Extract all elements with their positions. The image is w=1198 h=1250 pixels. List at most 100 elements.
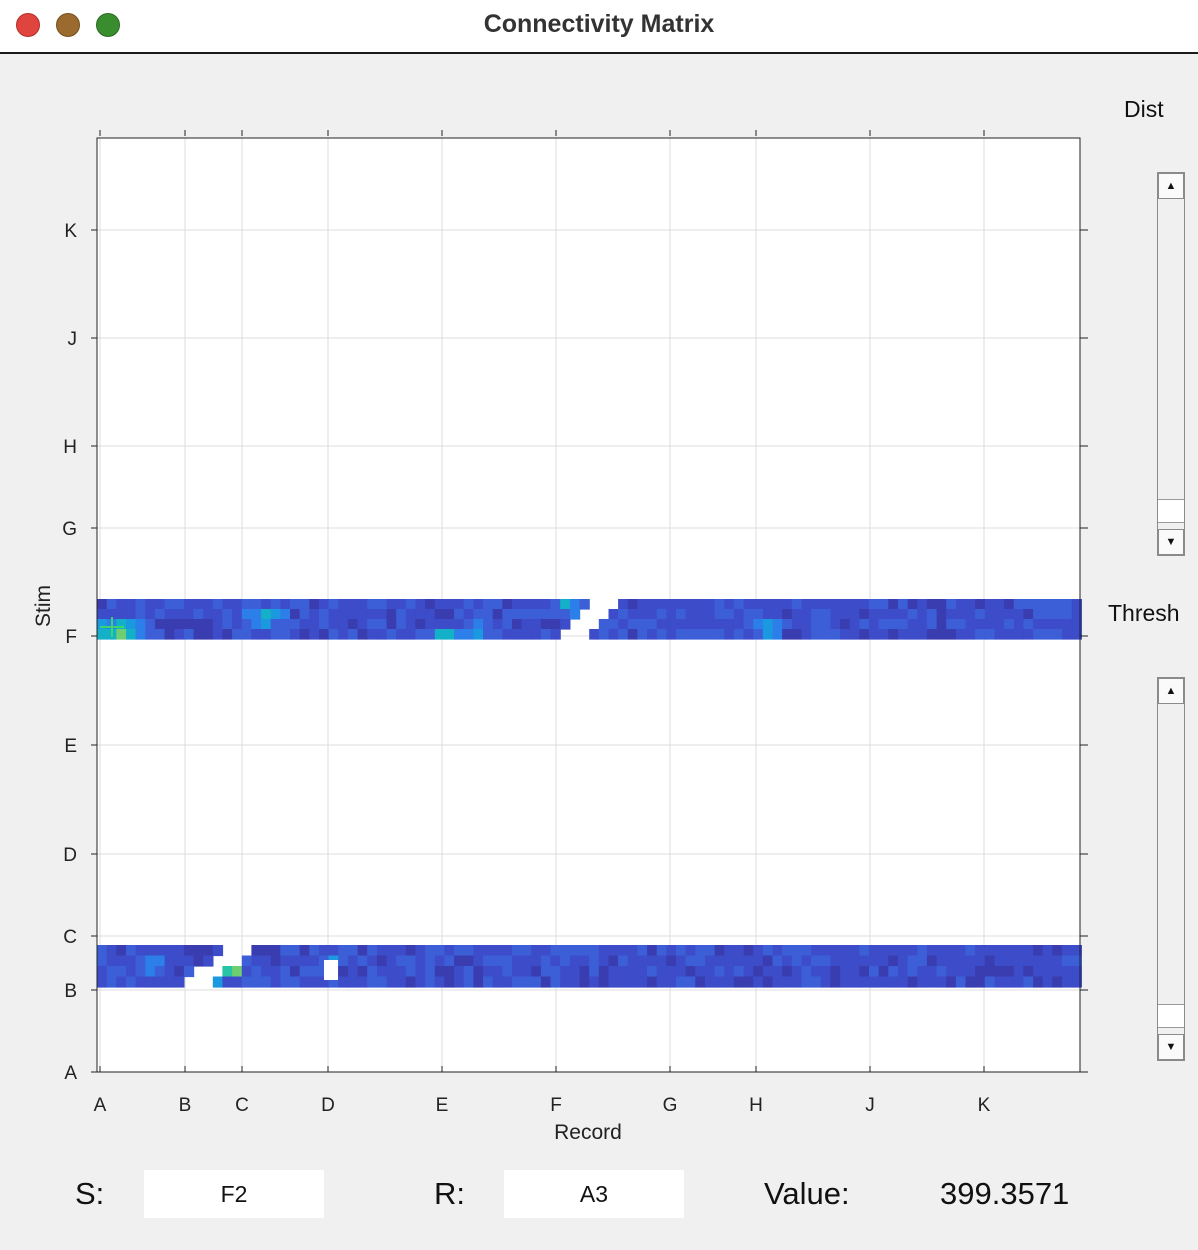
band-f-cell (830, 599, 841, 610)
band-f-cell (560, 609, 571, 620)
band-f-cell (772, 599, 783, 610)
band-b-cell (762, 945, 774, 957)
band-b-cell (290, 955, 301, 967)
band-f-cell (454, 629, 465, 640)
band-b-cell (926, 945, 938, 957)
thresh-slider-track[interactable] (1158, 704, 1184, 1034)
band-f-cell (357, 619, 368, 630)
x-tick-label: A (94, 1095, 107, 1116)
band-f-cell (627, 609, 639, 620)
zoom-window-button[interactable] (96, 13, 120, 37)
band-b-cell (367, 945, 378, 957)
band-b-cell (926, 955, 938, 967)
band-f-cell (502, 609, 513, 620)
close-window-button[interactable] (16, 13, 40, 37)
band-b-cell (357, 945, 368, 957)
band-b-cell (685, 945, 696, 957)
band-f-cell (483, 629, 494, 640)
dist-slider[interactable]: ▲ ▼ (1157, 172, 1185, 556)
band-b-cell (849, 966, 860, 978)
thresh-slider[interactable]: ▲ ▼ (1157, 677, 1185, 1061)
band-b-cell (502, 955, 513, 967)
dist-slider-thumb[interactable] (1158, 499, 1184, 523)
band-b-cell (415, 976, 426, 988)
stim-channel-field[interactable]: F2 (144, 1170, 324, 1218)
band-f-cell (898, 619, 909, 630)
band-b-cell (772, 976, 783, 988)
x-tick-label: D (321, 1095, 335, 1116)
band-f-cell (811, 619, 822, 630)
band-f-cell (463, 609, 474, 620)
band-f-cell (830, 619, 841, 630)
band-f-cell (1004, 619, 1015, 630)
band-b-cell (1004, 976, 1015, 988)
band-f-cell (483, 599, 494, 610)
scroll-down-arrow-icon[interactable]: ▼ (1158, 529, 1184, 555)
band-f-cell (270, 599, 281, 610)
band-b-cell (511, 955, 523, 967)
thresh-slider-thumb[interactable] (1158, 1004, 1184, 1028)
band-b-cell (338, 976, 349, 988)
scroll-up-arrow-icon[interactable]: ▲ (1158, 678, 1184, 704)
band-b-cell (232, 976, 243, 988)
band-f-cell (733, 599, 745, 610)
record-channel-field[interactable]: A3 (504, 1170, 684, 1218)
band-b-cell (511, 976, 523, 988)
band-f-cell (405, 619, 417, 630)
band-f-cell (463, 599, 474, 610)
band-f-cell (338, 609, 349, 620)
band-b-cell (811, 966, 822, 978)
band-b-cell (762, 966, 774, 978)
band-b-cell (463, 945, 474, 957)
band-f-cell (782, 599, 793, 610)
band-f-cell (415, 609, 426, 620)
band-f-cell (888, 619, 899, 630)
band-f-cell (531, 609, 542, 620)
band-f-cell (811, 609, 822, 620)
band-b-cell (1004, 945, 1015, 957)
dist-slider-track[interactable] (1158, 199, 1184, 529)
band-b-cell (97, 955, 108, 967)
band-f-cell (502, 619, 513, 630)
band-f-cell (319, 629, 330, 640)
band-b-cell (309, 945, 320, 957)
band-f-cell (1042, 619, 1053, 630)
band-b-cell (965, 945, 976, 957)
band-f-cell (319, 619, 330, 630)
scroll-up-arrow-icon[interactable]: ▲ (1158, 173, 1184, 199)
band-b-cell (647, 955, 658, 967)
band-f-cell (569, 599, 581, 610)
band-f-cell (840, 599, 851, 610)
band-b-cell (724, 976, 735, 988)
band-f-cell (955, 619, 967, 630)
band-b-cell (164, 955, 175, 967)
x-tick-label: H (749, 1095, 763, 1116)
band-f-cell (203, 599, 214, 610)
band-b-cell (126, 976, 137, 988)
band-f-cell (145, 609, 156, 620)
band-b-cell (955, 976, 967, 988)
band-f-cell (396, 619, 407, 630)
band-f-cell (540, 629, 552, 640)
band-b-cell (1071, 966, 1082, 978)
connectivity-matrix-chart[interactable]: A B C D E F G H J K A B C D E F G H J K Record Stim (0, 54, 1100, 1154)
band-b-cell (1052, 976, 1063, 988)
band-b-cell (560, 966, 571, 978)
band-b-cell (753, 955, 764, 967)
band-b-cell (1023, 955, 1034, 967)
minimize-window-button[interactable] (56, 13, 80, 37)
band-f-cell (627, 629, 639, 640)
band-b-cell (183, 966, 195, 978)
band-b-cell (733, 945, 745, 957)
band-b-cell (203, 955, 214, 967)
band-f-cell (492, 619, 503, 630)
x-tick-label: B (179, 1095, 192, 1116)
band-b-cell (367, 966, 378, 978)
band-b-cell (106, 966, 117, 978)
band-f-cell (444, 599, 455, 610)
scroll-down-arrow-icon[interactable]: ▼ (1158, 1034, 1184, 1060)
band-b-cell (415, 955, 426, 967)
band-b-cell (357, 955, 368, 967)
band-f-cell (280, 619, 291, 630)
band-b-cell (540, 966, 552, 978)
